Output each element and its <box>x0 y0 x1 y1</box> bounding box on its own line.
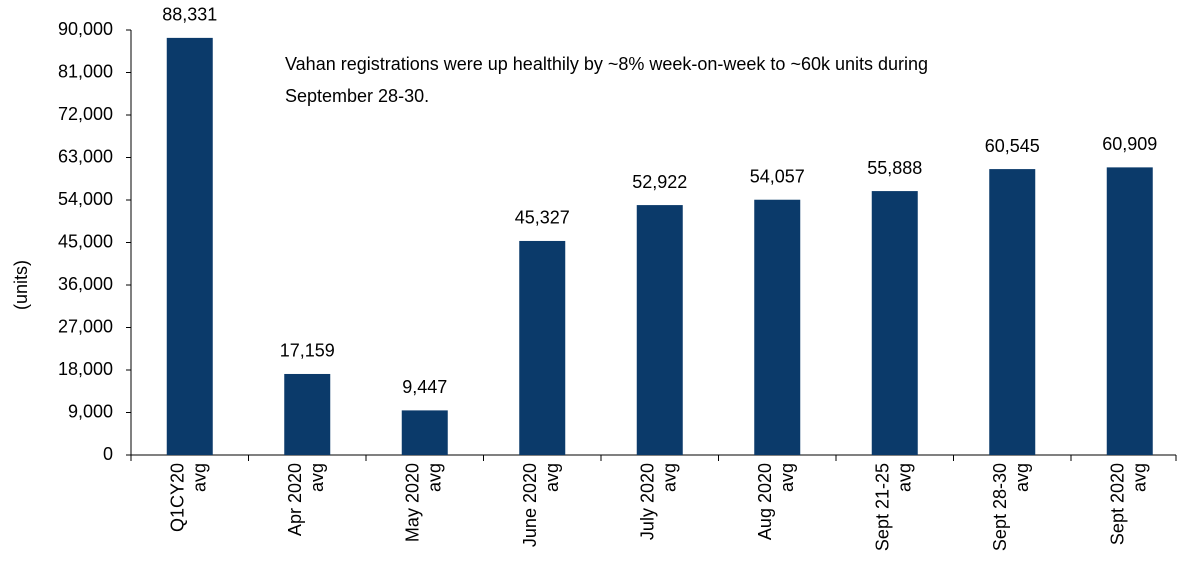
y-tick-label: 81,000 <box>58 61 113 81</box>
y-tick-label: 0 <box>103 444 113 464</box>
bar <box>754 199 801 455</box>
value-label: 45,327 <box>515 208 570 228</box>
x-tick-label: avg <box>425 463 445 492</box>
x-tick-label: Sept 2020 <box>1108 463 1128 545</box>
x-tick-label: May 2020 <box>403 463 423 542</box>
x-tick-label: avg <box>190 463 210 492</box>
y-tick-label: 36,000 <box>58 274 113 294</box>
y-axis-title: (units) <box>11 260 31 310</box>
y-tick-label: 27,000 <box>58 316 113 336</box>
value-label: 54,057 <box>750 166 805 186</box>
x-tick-label: Aug 2020 <box>755 463 775 540</box>
bar <box>989 169 1036 455</box>
x-tick-label: avg <box>1012 463 1032 492</box>
bar <box>519 240 566 455</box>
annotation: Vahan registrations were up healthily by… <box>285 54 928 74</box>
bar <box>401 410 448 455</box>
value-label: 17,159 <box>280 341 335 361</box>
y-tick-label: 45,000 <box>58 231 113 251</box>
x-tick-label: Sept 21-25 <box>873 463 893 551</box>
value-label: 55,888 <box>867 158 922 178</box>
x-tick-label: avg <box>307 463 327 492</box>
y-tick-label: 54,000 <box>58 189 113 209</box>
bar <box>1106 167 1153 456</box>
y-tick-label: 9,000 <box>68 401 113 421</box>
y-tick-label: 63,000 <box>58 146 113 166</box>
value-label: 60,909 <box>1102 134 1157 154</box>
x-tick-label: avg <box>895 463 915 492</box>
value-label: 9,447 <box>402 377 447 397</box>
x-tick-label: avg <box>542 463 562 492</box>
bar <box>166 37 213 456</box>
x-tick-label: Sept 28-30 <box>990 463 1010 551</box>
y-tick-label: 72,000 <box>58 104 113 124</box>
bar <box>871 191 918 455</box>
bar <box>636 205 683 455</box>
value-label: 60,545 <box>985 136 1040 156</box>
x-tick-label: June 2020 <box>520 463 540 547</box>
x-tick-label: Apr 2020 <box>285 463 305 536</box>
x-tick-label: Q1CY20 <box>168 463 188 532</box>
value-label: 88,331 <box>162 5 217 25</box>
bar <box>284 373 331 455</box>
x-tick-label: avg <box>1130 463 1150 492</box>
annotation: September 28-30. <box>285 86 429 106</box>
y-tick-label: 18,000 <box>58 359 113 379</box>
y-tick-label: 90,000 <box>58 19 113 39</box>
value-label: 52,922 <box>632 172 687 192</box>
x-tick-label: avg <box>777 463 797 492</box>
x-tick-label: July 2020 <box>638 463 658 540</box>
x-tick-label: avg <box>660 463 680 492</box>
